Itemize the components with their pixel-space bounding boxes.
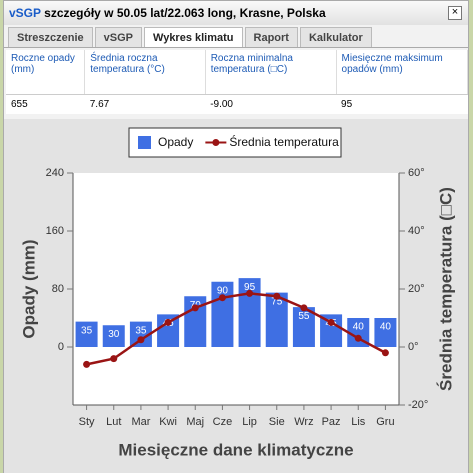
x-tick-label: Paz bbox=[322, 416, 341, 428]
table-header: Średnia roczna temperatura (°C) bbox=[84, 50, 206, 95]
x-tick-label: Gru bbox=[376, 416, 394, 428]
x-tick-label: Lut bbox=[106, 416, 121, 428]
x-tick-label: Mar bbox=[131, 416, 150, 428]
y2-tick-label: 0° bbox=[408, 341, 419, 353]
table-header: Miesięczne maksimum opadów (mm) bbox=[336, 50, 469, 95]
title-prefix: vSGP bbox=[9, 6, 41, 20]
bar bbox=[129, 321, 152, 347]
bar-label: 30 bbox=[108, 329, 120, 340]
bar-label: 40 bbox=[380, 322, 392, 333]
legend-swatch-point bbox=[212, 139, 220, 146]
tab[interactable]: Kalkulator bbox=[299, 27, 372, 47]
y2-tick-label: 60° bbox=[408, 167, 425, 179]
bar-label: 40 bbox=[353, 322, 365, 333]
y2-tick-label: -20° bbox=[408, 399, 428, 411]
line-point bbox=[381, 349, 389, 357]
summary-table: Roczne opady (mm) Średnia roczna temperat… bbox=[6, 50, 469, 115]
tab[interactable]: Wykres klimatu bbox=[144, 27, 243, 47]
legend-label: Średnia temperatura bbox=[229, 134, 339, 149]
y-tick-label: 80 bbox=[52, 283, 64, 295]
line-point bbox=[83, 360, 91, 368]
line-point bbox=[137, 336, 145, 344]
bar-label: 90 bbox=[217, 285, 229, 296]
x-tick-label: Cze bbox=[213, 416, 233, 428]
table-header: Roczna minimalna temperatura (□C) bbox=[205, 50, 337, 95]
y-tick-label: 160 bbox=[46, 225, 64, 237]
line-point bbox=[246, 289, 254, 297]
legend-label: Opady bbox=[158, 135, 193, 149]
legend-swatch bbox=[138, 136, 151, 149]
bar bbox=[102, 325, 125, 347]
y2-tick-label: 20° bbox=[408, 283, 425, 295]
line-point bbox=[110, 355, 118, 363]
bar bbox=[292, 307, 315, 347]
x-tick-label: Sie bbox=[269, 416, 285, 428]
bar bbox=[374, 318, 397, 347]
plot-area bbox=[73, 173, 399, 405]
line bbox=[86, 292, 387, 366]
line-point bbox=[164, 318, 172, 326]
title: szczegóły w 50.05 lat/22.063 long, Krasn… bbox=[44, 6, 326, 20]
close-button[interactable]: × bbox=[448, 6, 462, 20]
y-axis-title: Opady (mm) bbox=[19, 239, 38, 338]
bar bbox=[184, 296, 207, 347]
chart: 0 80 160 240 -20° 0° 20° 40° 60° Sty Lut Mar Kwi Maj C… bbox=[4, 119, 468, 473]
bar bbox=[75, 321, 98, 347]
bar bbox=[347, 318, 370, 347]
bar bbox=[320, 314, 343, 347]
tab[interactable]: vSGP bbox=[94, 27, 143, 47]
tab[interactable]: Streszczenie bbox=[8, 27, 93, 47]
line-point bbox=[327, 318, 335, 326]
legend: Opady Średnia temperatura bbox=[128, 127, 342, 158]
line-point bbox=[354, 334, 362, 342]
bar-label: 35 bbox=[135, 325, 147, 336]
line-point bbox=[300, 304, 308, 312]
table-cell: -9.00 bbox=[210, 99, 233, 110]
line-point bbox=[218, 294, 226, 302]
table-cell: 95 bbox=[341, 99, 353, 110]
tabs: Streszczenie vSGP Wykres klimatu Raport Kalk… bbox=[4, 25, 468, 48]
x-axis-title: Miesięczne dane klimatyczne bbox=[118, 440, 353, 459]
title-bar: vSGP szczegóły w 50.05 lat/22.063 long, … bbox=[4, 1, 468, 25]
bar-label: 55 bbox=[298, 311, 310, 322]
bar-label: 35 bbox=[81, 325, 93, 336]
x-tick-label: Lip bbox=[242, 416, 257, 428]
x-tick-label: Kwi bbox=[159, 416, 177, 428]
y-tick-label: 0 bbox=[58, 341, 64, 353]
bar bbox=[157, 314, 180, 347]
table-cell: 655 bbox=[11, 99, 28, 110]
x-tick-label: Wrz bbox=[294, 416, 313, 428]
y2-tick-label: 40° bbox=[408, 225, 425, 237]
table-row: 655 7.67 -9.00 95 bbox=[6, 95, 468, 115]
x-tick-label: Lis bbox=[351, 416, 366, 428]
y-tick-label: 240 bbox=[46, 167, 64, 179]
legend-box bbox=[128, 127, 342, 158]
line-point bbox=[191, 304, 199, 312]
y2-axis-title: Średnia temperatura (□C) bbox=[436, 187, 455, 391]
table-header: Roczne opady (mm) bbox=[6, 50, 86, 95]
tab[interactable]: Raport bbox=[244, 27, 298, 47]
bar-label: 75 bbox=[271, 296, 283, 307]
dialog: vSGP szczegóły w 50.05 lat/22.063 long, … bbox=[3, 0, 469, 473]
table-cell: 7.67 bbox=[89, 99, 110, 110]
x-tick-label: Sty bbox=[79, 416, 95, 428]
line-point bbox=[273, 292, 281, 300]
x-tick-label: Maj bbox=[186, 416, 204, 428]
bar bbox=[265, 292, 288, 347]
bar-label: 95 bbox=[244, 282, 256, 293]
